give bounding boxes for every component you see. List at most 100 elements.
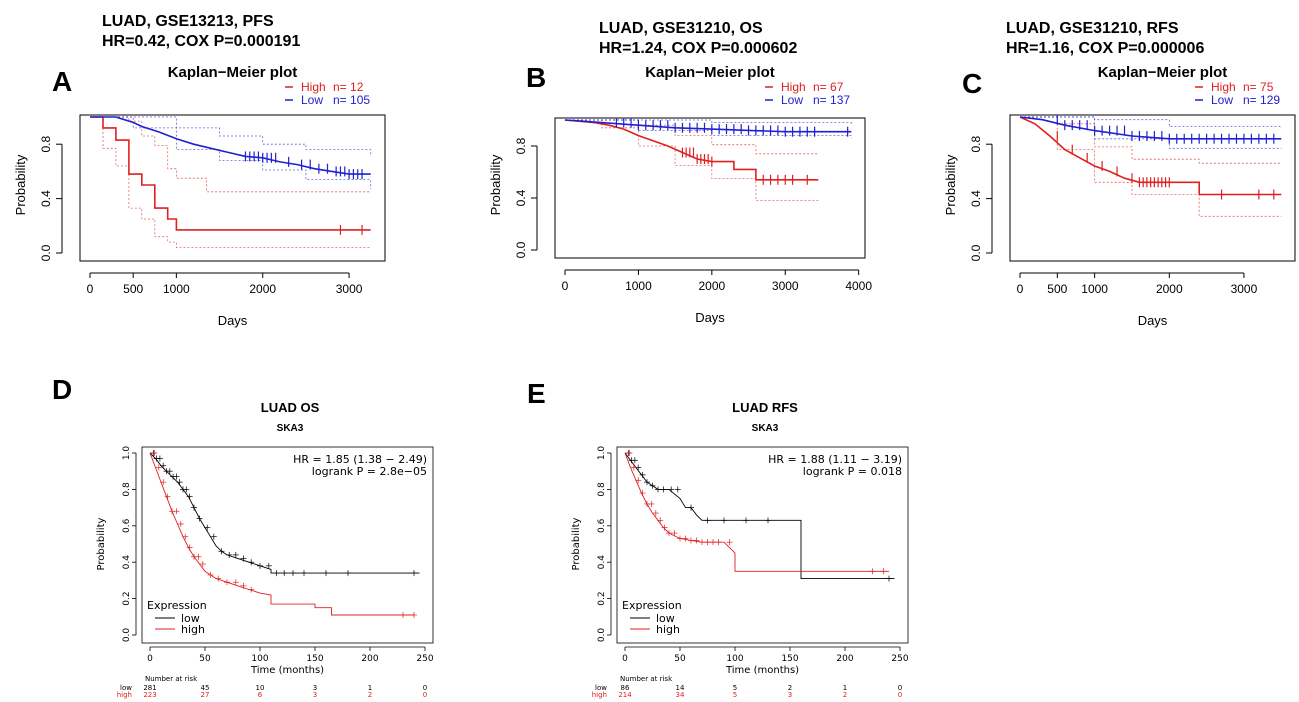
plot-d-risk-low-0: 281 (143, 684, 156, 692)
plot-a-curve-low (90, 116, 371, 175)
plot-b-y-tick-label-0: 0.0 (514, 241, 528, 258)
plot-b-plot-frame (554, 117, 866, 259)
plot-a-ci-upper-high (90, 116, 371, 193)
plot-d-x-tick-label-5: 250 (416, 654, 433, 664)
plot-e-y-tick-label-2: 0.4 (597, 555, 607, 570)
plot-a-y-axis-label: Probability (13, 154, 28, 215)
plot-e-x-tick-label-5: 250 (891, 654, 908, 664)
plot-a-title: Kaplan−Meier plot (168, 64, 298, 81)
plot-c-curve-low (1019, 116, 1282, 140)
plot-b-legend-n-low: n= 137 (813, 93, 850, 107)
plot-c-y-tick-label-0: 0.0 (969, 244, 983, 261)
plot-d-risk-low-2: 10 (256, 684, 265, 692)
plot-a-x-axis-label: Days (218, 313, 248, 328)
panel-letter-a: A (52, 66, 73, 97)
plot-a-curve-high (90, 116, 371, 231)
plot-c-legend-label-high: High (1211, 80, 1236, 94)
plot-a-ci-upper-low (90, 116, 372, 157)
panel-b-heading-line2: HR=1.24, COX P=0.000602 (599, 40, 798, 57)
plot-a-plot-frame (79, 114, 386, 262)
plot-d-subtitle: SKA3 (277, 423, 304, 434)
panel-letter-b: B (526, 62, 547, 93)
plot-d-title: LUAD OS (261, 400, 320, 415)
plot-b-title: Kaplan−Meier plot (645, 64, 775, 81)
plot-a-x-tick-label-3: 2000 (249, 282, 276, 296)
plot-b-x-tick-label-3: 3000 (772, 279, 799, 293)
plot-e-risk-low-5: 0 (898, 684, 902, 692)
plot-e-y-tick-label-4: 0.8 (597, 482, 607, 497)
plot-b-ci-lower-high (565, 119, 819, 201)
plot-d-curve-high (149, 452, 414, 616)
plot-e-x-tick-label-2: 100 (726, 654, 743, 664)
plot-d-annotation-0: HR = 1.85 (1.38 − 2.49) (293, 453, 427, 466)
plot-d-x-axis-label: Time (months) (250, 665, 324, 676)
plot-c-x-tick-label-0: 0 (1017, 282, 1024, 296)
plot-e-legend-label-low: low (656, 612, 675, 625)
plot-a-legend-label-low: Low (301, 93, 323, 107)
plot-e-x-tick-label-4: 200 (836, 654, 853, 664)
plot-b-ci-upper-high (565, 119, 819, 155)
plot-e-risk-high-2: 5 (733, 691, 737, 699)
plot-d-plot-frame (141, 446, 434, 644)
plot-e-risk-title: Number at risk (620, 675, 673, 683)
plot-d-risk-label-high: high (117, 691, 132, 699)
plot-e-risk-label-low: low (595, 684, 607, 692)
plot-b-legend-label-low: Low (781, 93, 803, 107)
plot-c-x-tick-label-4: 3000 (1231, 282, 1258, 296)
plot-e-risk-high-5: 0 (898, 691, 902, 699)
plot-d-y-tick-label-1: 0.2 (122, 591, 132, 605)
plot-c-x-tick-label-1: 500 (1047, 282, 1067, 296)
plot-a-x-tick-label-2: 1000 (163, 282, 190, 296)
panel-a-heading: LUAD, GSE13213, PFS HR=0.42, COX P=0.000… (102, 12, 300, 52)
plot-e-plot-frame (616, 446, 909, 644)
panel-c-heading-line1: LUAD, GSE31210, RFS (1006, 20, 1179, 37)
plot-b-x-tick-label-4: 4000 (845, 279, 872, 293)
plot-d-x-tick-label-1: 50 (199, 654, 211, 664)
plot-b-legend-label-high: High (781, 80, 806, 94)
panel-letter-d: D (52, 374, 73, 405)
plot-d-risk-high-4: 2 (368, 691, 372, 699)
plot-d-risk-high-3: 3 (313, 691, 317, 699)
plot-e-risk-high-4: 2 (843, 691, 847, 699)
plot-c-x-tick-label-3: 2000 (1156, 282, 1183, 296)
plot-c-x-tick-label-2: 1000 (1081, 282, 1108, 296)
plot-c-title: Kaplan−Meier plot (1098, 64, 1228, 81)
km-plot-d: LUAD OS SKA3 HR = 1.85 (1.38 − 2.49)logran… (96, 400, 434, 699)
plot-d-risk-high-0: 223 (143, 691, 156, 699)
panel-b-heading: LUAD, GSE31210, OS HR=1.24, COX P=0.0006… (599, 19, 797, 59)
plot-a-y-tick-label-1: 0.4 (39, 190, 53, 207)
plot-d-risk-title: Number at risk (145, 675, 198, 683)
plot-e-risk-high-3: 3 (788, 691, 792, 699)
panel-a-heading-line2: HR=0.42, COX P=0.000191 (102, 33, 301, 50)
plot-c-legend-n-low: n= 129 (1243, 93, 1280, 107)
plot-a-x-tick-label-1: 500 (123, 282, 143, 296)
plot-e-legend-title: Expression (622, 599, 682, 612)
plot-e-risk-low-2: 5 (733, 684, 737, 692)
plot-d-y-tick-label-2: 0.4 (122, 555, 132, 570)
panel-c-heading: LUAD, GSE31210, RFS HR=1.16, COX P=0.000… (1006, 19, 1204, 59)
plot-e-y-tick-label-3: 0.6 (597, 518, 607, 533)
plot-e-risk-high-1: 34 (676, 691, 685, 699)
plot-b-x-tick-label-1: 1000 (625, 279, 652, 293)
plot-c-y-axis-label: Probability (943, 154, 958, 215)
km-plot-b: Kaplan−Meier plot High n= 67 Low n= 137 0.0 0.… (488, 64, 872, 325)
plot-a-y-tick-label-2: 0.8 (39, 136, 53, 153)
plot-e-x-axis-label: Time (months) (725, 665, 799, 676)
plot-d-risk-low-3: 3 (313, 684, 317, 692)
plot-e-x-tick-label-0: 0 (622, 654, 628, 664)
plot-a-legend-n-low: n= 105 (333, 93, 370, 107)
plot-b-x-tick-label-0: 0 (562, 279, 569, 293)
plot-e-risk-label-high: high (592, 691, 607, 699)
panel-letter-c: C (962, 68, 983, 99)
plot-e-risk-low-4: 1 (843, 684, 847, 692)
plot-a-y-tick-label-0: 0.0 (39, 244, 53, 261)
plot-a-ci-lower-high (90, 116, 371, 248)
km-plot-e: LUAD RFS SKA3 HR = 1.88 (1.11 − 3.19)logra… (571, 400, 909, 699)
plot-b-curve-low (564, 119, 852, 133)
panel-letter-e: E (527, 378, 546, 409)
plot-a-x-tick-label-4: 3000 (336, 282, 363, 296)
plot-d-risk-low-4: 1 (368, 684, 372, 692)
plot-c-y-tick-label-1: 0.4 (969, 190, 983, 207)
plot-d-risk-low-5: 0 (423, 684, 427, 692)
